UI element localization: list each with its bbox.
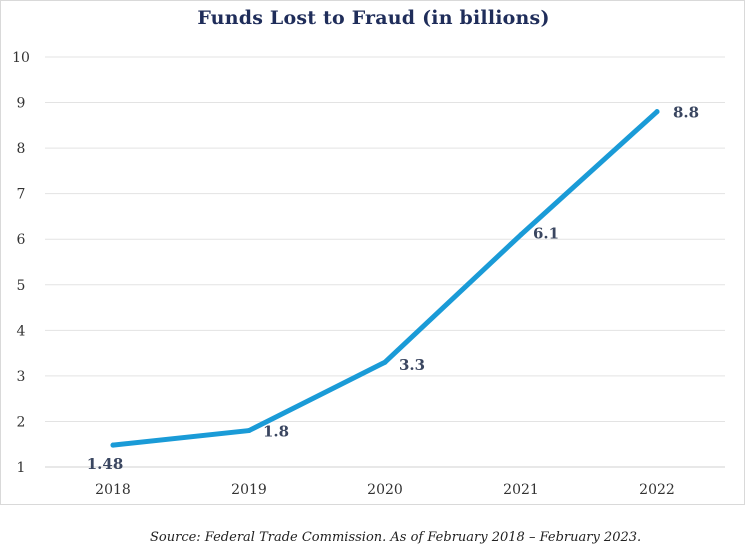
data-label: 6.1 xyxy=(533,225,559,243)
data-label: 3.3 xyxy=(399,356,425,374)
y-tick-label: 7 xyxy=(17,187,26,203)
y-tick-label: 3 xyxy=(17,369,26,385)
y-tick-label: 10 xyxy=(12,50,30,66)
x-tick-label: 2018 xyxy=(95,482,131,498)
data-label: 8.8 xyxy=(673,104,699,122)
x-tick-label: 2022 xyxy=(639,482,675,498)
x-tick-label: 2021 xyxy=(503,482,539,498)
y-tick-label: 9 xyxy=(17,96,26,112)
y-tick-label: 4 xyxy=(17,323,26,339)
data-point xyxy=(382,359,388,365)
series-line xyxy=(110,109,660,448)
x-axis-ticks: 2018 2019 2020 2021 2022 xyxy=(95,482,675,498)
x-tick-label: 2019 xyxy=(231,482,267,498)
series xyxy=(110,109,660,448)
line-chart: 1 2 3 4 5 6 7 8 9 10 2018 2019 2020 2021 2022 1.48 1.8… xyxy=(12,50,725,498)
data-point xyxy=(518,232,524,238)
data-point xyxy=(654,109,660,115)
data-point xyxy=(110,442,116,448)
y-tick-label: 6 xyxy=(17,232,26,248)
data-labels: 1.48 1.8 3.3 6.1 8.8 xyxy=(87,104,699,473)
data-label: 1.8 xyxy=(263,423,289,441)
y-tick-label: 5 xyxy=(17,278,26,294)
chart-frame: Funds Lost to Fraud (in billions) 1 2 3 4 5 6… xyxy=(0,0,745,505)
data-point xyxy=(246,428,252,434)
source-note: Source: Federal Trade Commission. As of … xyxy=(150,530,642,545)
y-tick-label: 2 xyxy=(17,414,26,430)
data-label: 1.48 xyxy=(87,455,124,473)
y-axis-ticks: 1 2 3 4 5 6 7 8 9 10 xyxy=(12,50,30,476)
y-tick-label: 1 xyxy=(17,460,26,476)
y-tick-label: 8 xyxy=(17,141,26,157)
chart-title: Funds Lost to Fraud (in billions) xyxy=(197,7,550,29)
x-tick-label: 2020 xyxy=(367,482,403,498)
gridlines xyxy=(45,56,725,468)
